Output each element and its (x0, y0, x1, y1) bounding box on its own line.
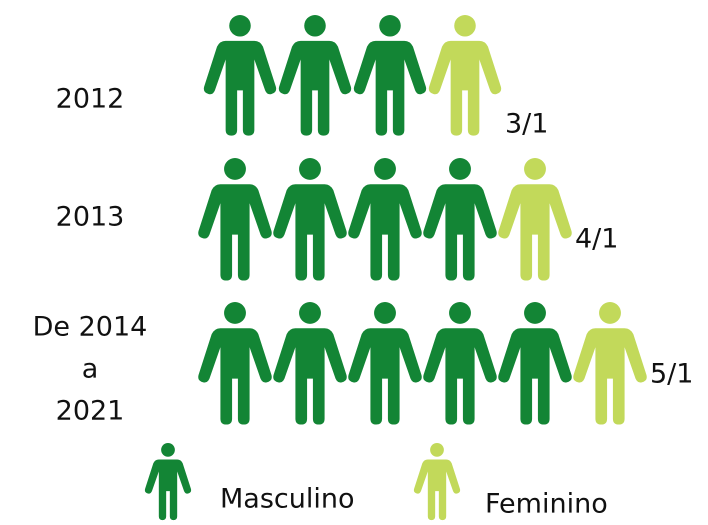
row-label: a (82, 354, 99, 385)
person-shape (498, 158, 572, 281)
person-icon (498, 158, 572, 281)
person-shape (498, 302, 572, 425)
person-icon (573, 302, 647, 425)
row-label: 2021 (56, 396, 125, 427)
person-shape (573, 302, 647, 425)
person-shape (203, 15, 277, 136)
row-label: 2012 (56, 84, 125, 115)
person-shape (144, 443, 192, 521)
person-shape (198, 158, 272, 281)
person-icon (198, 158, 272, 281)
person-shape (423, 302, 497, 425)
person-icon (428, 15, 502, 136)
person-icon (273, 158, 347, 281)
legend-label: Feminino (485, 489, 608, 520)
person-shape (273, 302, 347, 425)
row-label: 2013 (56, 202, 125, 233)
person-shape (353, 15, 427, 136)
person-shape (348, 158, 422, 281)
person-icon (273, 302, 347, 425)
row-label: De 2014 (33, 312, 148, 343)
person-icon (278, 15, 352, 136)
person-shape (423, 158, 497, 281)
ratio-label: 3/1 (505, 109, 548, 140)
ratio-label: 5/1 (650, 359, 693, 390)
person-shape (413, 443, 461, 521)
person-shape (348, 302, 422, 425)
person-icon (348, 158, 422, 281)
legend-label: Masculino (220, 484, 355, 515)
person-icon (353, 15, 427, 136)
person-icon (423, 158, 497, 281)
person-icon (423, 302, 497, 425)
person-icon (203, 15, 277, 136)
person-shape (273, 158, 347, 281)
person-icon (498, 302, 572, 425)
person-icon (198, 302, 272, 425)
ratio-label: 4/1 (575, 224, 618, 255)
person-shape (198, 302, 272, 425)
person-icon (348, 302, 422, 425)
person-shape (428, 15, 502, 136)
legend-icon (144, 443, 192, 521)
legend-icon (413, 443, 461, 521)
person-shape (278, 15, 352, 136)
